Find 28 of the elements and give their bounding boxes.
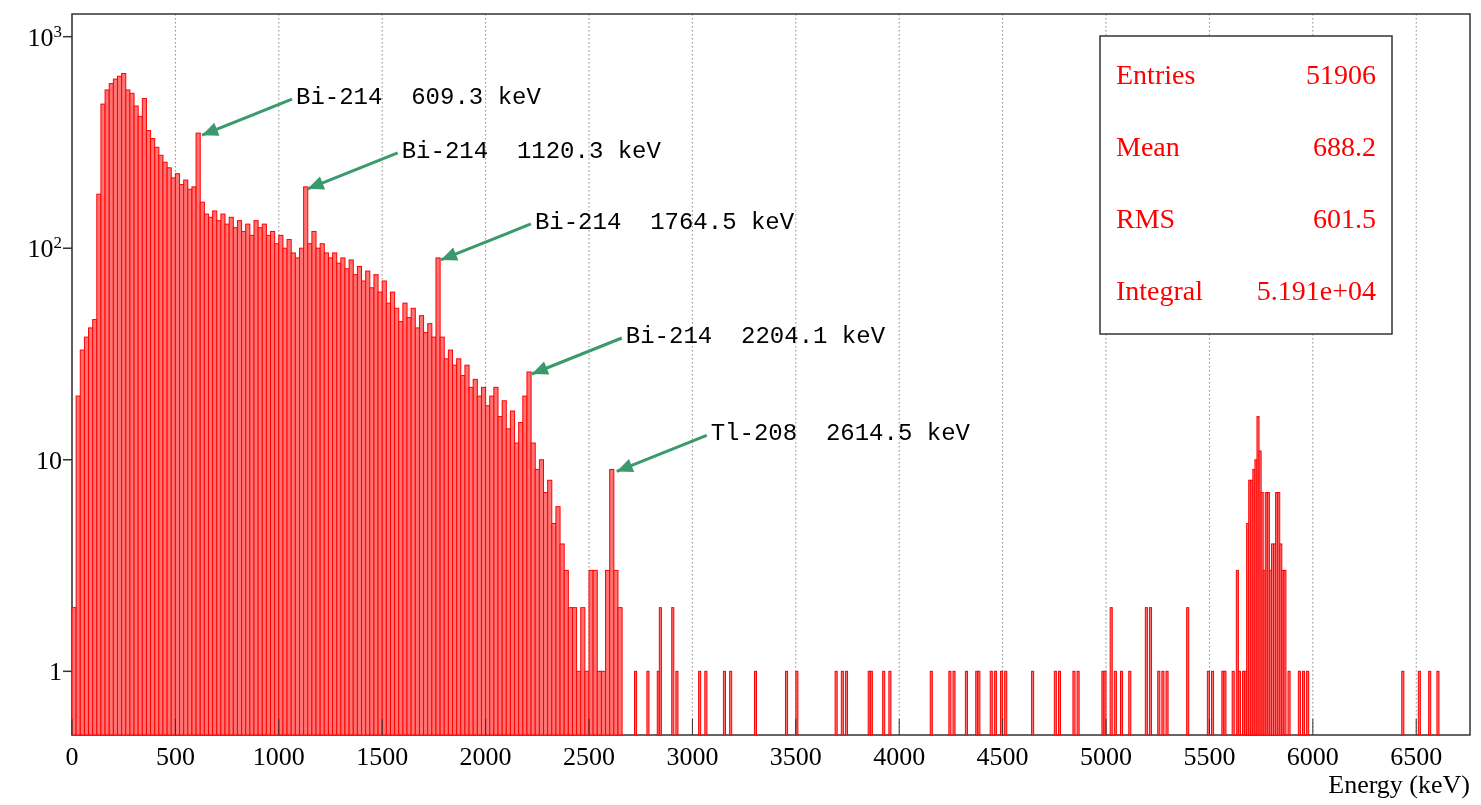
annotation: Bi-214 1764.5 keV <box>534 208 795 236</box>
x-tick-label: 2000 <box>459 742 512 771</box>
x-tick-label: 5500 <box>1183 742 1236 771</box>
y-tick-label: 1 <box>49 657 62 687</box>
x-tick-label: 1500 <box>356 742 409 771</box>
y-tick-label: 10$^{2}$ <box>27 232 62 264</box>
x-tick-label: 5000 <box>1080 742 1133 771</box>
x-tick-label: 3500 <box>769 742 822 771</box>
text: Entries 51906 <box>1116 59 1376 90</box>
x-tick-label: 6000 <box>1286 742 1339 771</box>
x-tick-label: 2500 <box>563 742 616 771</box>
annotation: Tl-208 2614.5 keV <box>710 420 971 448</box>
text: Mean 688.2 <box>1116 131 1376 162</box>
x-tick-label: 4500 <box>976 742 1029 771</box>
y-tick-label: 10$^{3}$ <box>27 21 62 52</box>
x-axis-title: Energy (keV) <box>1328 770 1470 799</box>
text: RMS 601.5 <box>1116 203 1376 234</box>
x-tick-label: 1000 <box>252 742 305 771</box>
x-tick-label: 0 <box>65 742 79 771</box>
x-tick-label: 500 <box>155 742 195 771</box>
annotation: Bi-214 1120.3 keV <box>401 137 662 165</box>
x-tick-label: 4000 <box>873 742 926 771</box>
text: Integral 5.191e+04 <box>1116 275 1376 306</box>
x-tick-label: 6500 <box>1390 742 1443 771</box>
annotation: Bi-214 2204.1 keV <box>625 322 886 350</box>
annotation: Bi-214 609.3 keV <box>296 83 542 111</box>
x-tick-label: 3000 <box>666 742 719 771</box>
y-tick-label: 10 <box>36 445 62 475</box>
